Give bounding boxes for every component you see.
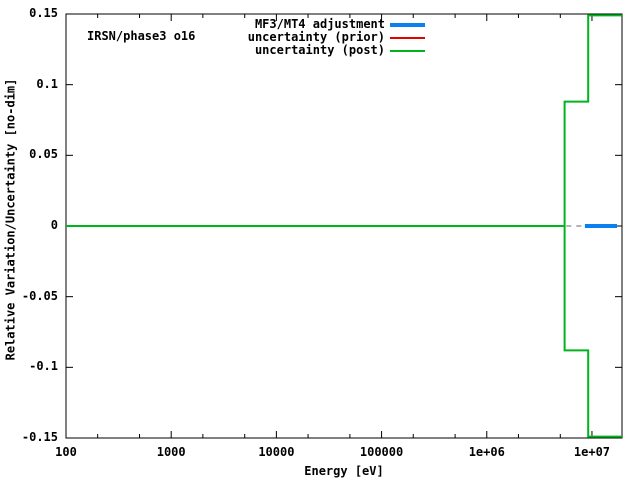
- y-tick-label: 0.1: [36, 76, 58, 91]
- legend-label-post: uncertainty (post): [254, 43, 385, 57]
- plot-border: [65, 13, 623, 439]
- axis-ticks: [65, 13, 622, 439]
- x-tick-label: 1e+07: [573, 445, 611, 459]
- legend-entry-prior: uncertainty (prior): [0, 31, 640, 44]
- y-tick-label: 0: [50, 218, 58, 232]
- y-tick-label: 0.05: [29, 147, 58, 162]
- legend-entry-adjustment: MF3/MT4 adjustment: [0, 18, 640, 31]
- y-tick-label: 0.15: [29, 6, 58, 20]
- legend-label-adjustment: MF3/MT4 adjustment: [254, 17, 385, 31]
- y-tick-label: -0.1: [29, 359, 58, 374]
- x-tick-label: 1e+06: [468, 445, 505, 459]
- series-line: [66, 14, 622, 227]
- plot-annotation: IRSN/phase3 o16: [87, 29, 196, 43]
- y-axis-title: Relative Variation/Uncertainty [no-dim]: [3, 78, 18, 361]
- series-line: [563, 226, 622, 438]
- y-tick-label: -0.15: [21, 430, 58, 444]
- x-axis-title: Energy [eV]: [304, 464, 384, 478]
- legend-label-prior: uncertainty (prior): [247, 30, 385, 44]
- legend-line-sample-adjustment: [390, 22, 425, 27]
- legend-line-sample-prior: [390, 36, 425, 39]
- x-tick-label: 100: [55, 445, 77, 459]
- data-series-lines: [66, 14, 622, 438]
- legend-line-sample-post: [390, 49, 425, 52]
- x-tick-label: 1000: [156, 445, 186, 459]
- x-tick-label: 100000: [359, 445, 404, 459]
- x-tick-label: 10000: [258, 445, 295, 459]
- legend-entry-post: uncertainty (post): [0, 44, 640, 57]
- y-tick-label: -0.05: [21, 288, 58, 303]
